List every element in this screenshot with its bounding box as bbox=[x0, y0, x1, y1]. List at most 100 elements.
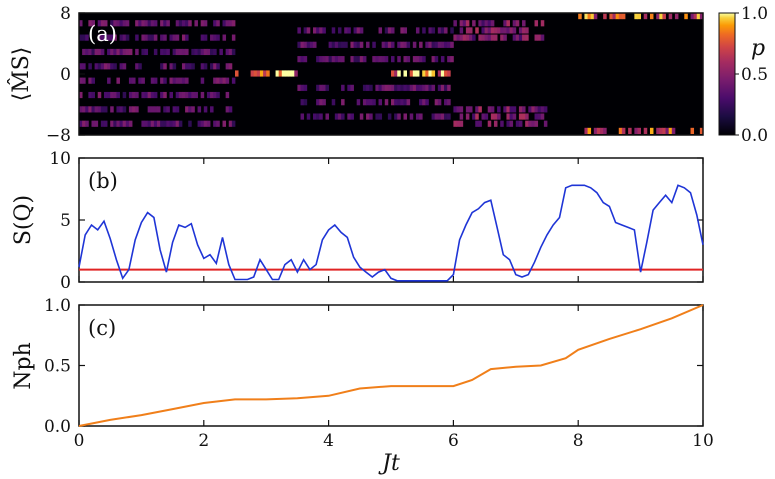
heatmap-cell bbox=[303, 84, 308, 91]
heatmap-cell bbox=[500, 120, 504, 127]
heatmap-cell bbox=[228, 48, 233, 56]
heatmap-cell bbox=[153, 91, 158, 99]
heatmap-cell bbox=[696, 13, 701, 20]
heatmap-cell bbox=[628, 127, 632, 134]
heatmap-cell bbox=[197, 120, 202, 127]
heatmap-cell bbox=[91, 77, 95, 84]
panel-b-y-label: S(Q) bbox=[11, 195, 36, 245]
heatmap-cell bbox=[125, 20, 130, 27]
colorbar-label: p bbox=[751, 36, 765, 61]
heatmap-cell bbox=[128, 106, 133, 113]
heatmap-cell bbox=[107, 34, 111, 41]
heatmap-cell bbox=[160, 77, 164, 84]
heatmap-cell bbox=[185, 63, 189, 70]
heatmap-cell bbox=[185, 48, 189, 56]
heatmap-cell bbox=[153, 120, 158, 127]
heatmap-cell bbox=[194, 48, 198, 56]
heatmap-cell bbox=[434, 41, 439, 48]
heatmap-cell bbox=[194, 91, 198, 99]
heatmap-cell bbox=[316, 113, 320, 120]
heatmap-cell bbox=[94, 120, 99, 127]
heatmap-cell bbox=[213, 34, 217, 41]
heatmap-cell bbox=[387, 27, 392, 34]
heatmap-cell bbox=[331, 27, 336, 34]
heatmap-cell bbox=[384, 27, 389, 34]
panel-b-label: (b) bbox=[88, 169, 118, 193]
heatmap-cell bbox=[434, 99, 439, 106]
heatmap-cell bbox=[643, 13, 648, 20]
heatmap-cell bbox=[503, 106, 507, 113]
heatmap-cell bbox=[462, 20, 467, 27]
heatmap-cell bbox=[391, 41, 395, 48]
heatmap-cell bbox=[391, 70, 395, 77]
heatmap-cell bbox=[194, 20, 198, 27]
heatmap-cell bbox=[403, 99, 407, 106]
heatmap-cell bbox=[150, 20, 155, 27]
heatmap-cell bbox=[210, 91, 214, 99]
heatmap-cell bbox=[400, 41, 404, 48]
heatmap-cell bbox=[649, 13, 654, 20]
heatmap-cell bbox=[359, 113, 364, 120]
heatmap-cell bbox=[322, 99, 326, 106]
x-tick-label: 4 bbox=[323, 431, 334, 451]
heatmap-cell bbox=[216, 20, 220, 27]
heatmap-cell bbox=[213, 77, 217, 84]
heatmap-cell bbox=[319, 56, 323, 63]
heatmap-cell bbox=[300, 41, 305, 48]
heatmap-cell bbox=[113, 91, 117, 99]
heatmap-cell bbox=[431, 41, 436, 48]
heatmap-cell bbox=[403, 84, 407, 91]
heatmap-cell bbox=[637, 127, 641, 134]
heatmap-cell bbox=[135, 20, 139, 27]
heatmap-cell bbox=[334, 41, 339, 48]
heatmap-cell bbox=[219, 77, 223, 84]
heatmap-cell bbox=[125, 34, 130, 41]
heatmap-cell bbox=[185, 106, 189, 113]
colorbar-tick-label: 0.5 bbox=[741, 65, 768, 85]
heatmap-cell bbox=[163, 77, 167, 84]
heatmap-cell bbox=[160, 20, 164, 27]
heatmap-cell bbox=[493, 113, 498, 120]
heatmap-cell bbox=[213, 20, 217, 27]
heatmap-cell bbox=[503, 27, 507, 34]
heatmap-cell bbox=[294, 70, 298, 77]
heatmap-cell bbox=[225, 48, 230, 56]
heatmap-cell bbox=[394, 99, 398, 106]
heatmap-cell bbox=[110, 34, 114, 41]
heatmap-cell bbox=[444, 84, 448, 91]
heatmap-cell bbox=[497, 27, 501, 34]
heatmap-cell bbox=[103, 91, 108, 99]
heatmap-cell bbox=[347, 27, 351, 34]
y-tick-label: 1.0 bbox=[44, 296, 71, 316]
heatmap-cell bbox=[334, 56, 339, 63]
heatmap-cell bbox=[160, 34, 164, 41]
x-tick-label: 8 bbox=[573, 431, 584, 451]
heatmap-cell bbox=[150, 106, 155, 113]
heatmap-cell bbox=[175, 34, 180, 41]
heatmap-cell bbox=[135, 63, 139, 70]
heatmap-cell bbox=[534, 106, 539, 113]
heatmap-cell bbox=[350, 113, 354, 120]
heatmap-cell bbox=[362, 99, 367, 106]
y-tick-label: 0.0 bbox=[44, 417, 71, 437]
panel-c-y-ticks: 1.0 0.5 0.0 bbox=[44, 296, 703, 437]
heatmap-cell bbox=[497, 113, 501, 120]
heatmap-cell bbox=[97, 106, 102, 113]
heatmap-cell bbox=[175, 91, 180, 99]
heatmap-cell bbox=[82, 63, 86, 70]
heatmap-cell bbox=[600, 127, 604, 134]
heatmap-cell bbox=[107, 63, 111, 70]
heatmap-cell bbox=[116, 48, 120, 56]
heatmap-cell bbox=[160, 63, 164, 70]
heatmap-cell bbox=[203, 106, 208, 113]
heatmap-cell bbox=[210, 106, 214, 113]
heatmap-cell bbox=[100, 34, 105, 41]
heatmap-cell bbox=[665, 127, 670, 134]
heatmap-cell bbox=[175, 48, 180, 56]
heatmap-cell bbox=[659, 13, 663, 20]
heatmap-cell bbox=[378, 56, 383, 63]
heatmap-cell bbox=[225, 63, 230, 70]
heatmap-cell bbox=[525, 113, 529, 120]
heatmap-cell bbox=[459, 106, 464, 113]
